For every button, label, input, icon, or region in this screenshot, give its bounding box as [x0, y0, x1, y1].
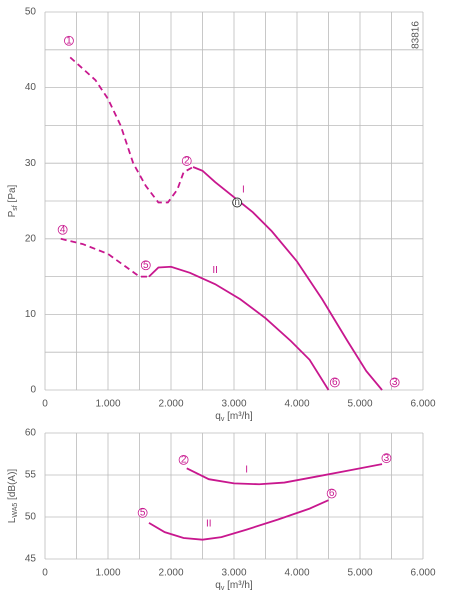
y-tick-label: 50	[25, 7, 37, 18]
curve	[69, 56, 194, 204]
annotation: II	[206, 518, 212, 529]
annotation: 4	[60, 224, 66, 235]
label-sub: v	[221, 585, 225, 592]
annotation: 3	[392, 377, 398, 388]
annotation: I	[242, 184, 245, 195]
annotation: II	[212, 265, 218, 276]
label-unit: [Pa]	[7, 184, 18, 205]
annotation: 2	[184, 156, 190, 167]
x-tick-label: 6.000	[410, 568, 435, 579]
annotation: 5	[140, 507, 146, 518]
label-unit: [m³/h]	[224, 580, 253, 591]
curve	[60, 237, 149, 278]
annotation-circle	[140, 260, 151, 271]
curve	[148, 499, 329, 541]
label-sub: WA5	[12, 503, 19, 518]
x-tick-label: 3.000	[221, 568, 246, 579]
label-unit: [dB(A)]	[7, 469, 18, 503]
y-tick-label: 45	[25, 554, 37, 565]
annotation-circle	[389, 377, 400, 388]
annotation: 5	[143, 260, 149, 271]
y-axis-label: Psf [Pa]	[7, 184, 19, 217]
annotation-circle	[57, 224, 68, 235]
annotation: 2	[181, 455, 187, 466]
label-main: L	[7, 517, 18, 523]
curve	[186, 463, 383, 486]
x-tick-label: 4.000	[284, 568, 309, 579]
annotation: 3	[384, 453, 390, 464]
y-tick-label: 55	[25, 470, 37, 481]
label-sub: v	[221, 416, 225, 423]
annotation-circle	[329, 377, 340, 388]
annotation: 1	[66, 35, 72, 46]
x-tick-label: 5.000	[347, 568, 372, 579]
annotation: I	[245, 465, 248, 476]
annotation-circle	[137, 507, 148, 518]
x-tick-label: 1.000	[95, 568, 120, 579]
x-axis-label: qv [m³/h]	[215, 580, 253, 592]
y-tick-label: 10	[25, 309, 37, 320]
label-sub: sf	[12, 205, 19, 211]
y-tick-label: 50	[25, 512, 37, 523]
annotation: 6	[329, 488, 335, 499]
annotation-circle	[181, 156, 192, 166]
x-tick-label: 6.000	[410, 399, 435, 410]
x-tick-label: 2.000	[158, 399, 183, 410]
curve	[192, 166, 383, 391]
label-main: q	[215, 580, 221, 591]
annotation: 6	[332, 377, 338, 388]
y-tick-label: 40	[25, 82, 37, 93]
x-tick-label: 0	[42, 399, 48, 410]
label-unit: [m³/h]	[224, 411, 253, 422]
curve	[148, 265, 330, 391]
label-main: P	[7, 210, 18, 217]
x-tick-label: 5.000	[347, 399, 372, 410]
annotation-circle	[64, 35, 74, 46]
annotation-circle	[326, 488, 337, 499]
x-tick-label: 3.000	[221, 399, 246, 410]
x-tick-label: 0	[42, 568, 48, 579]
x-tick-label: 4.000	[284, 399, 309, 410]
y-tick-label: 30	[25, 158, 37, 169]
x-tick-label: 2.000	[158, 568, 183, 579]
operating-point-label: n	[234, 197, 240, 208]
label-main: q	[215, 411, 221, 422]
annotation-circle	[381, 453, 392, 464]
y-tick-label: 20	[25, 233, 37, 244]
y-tick-label: 0	[30, 385, 36, 396]
figure-id: 83816	[411, 21, 422, 49]
x-tick-label: 1.000	[95, 399, 120, 410]
annotation-circle	[178, 454, 189, 465]
x-axis-label: qv [m³/h]	[215, 411, 253, 423]
operating-point	[232, 197, 243, 208]
y-axis-label: LWA5 [dB(A)]	[7, 469, 19, 524]
y-tick-label: 60	[25, 428, 37, 439]
